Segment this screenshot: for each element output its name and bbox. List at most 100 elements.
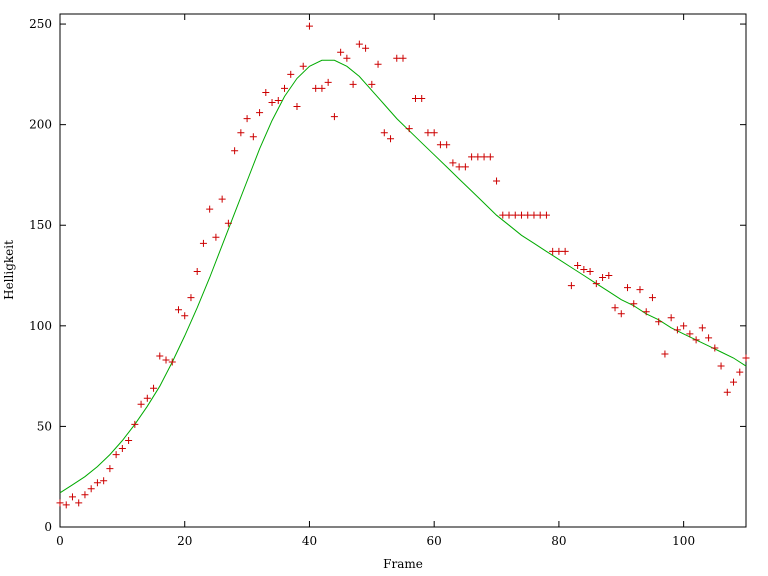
data-point — [561, 247, 569, 255]
data-point — [106, 465, 114, 473]
data-point — [262, 88, 270, 96]
data-point — [673, 326, 681, 334]
data-point — [680, 322, 688, 330]
data-point — [742, 354, 750, 362]
data-point — [580, 265, 588, 273]
data-point — [287, 70, 295, 78]
data-point — [87, 485, 95, 493]
y-tick-label: 250 — [29, 17, 52, 31]
data-point — [430, 129, 438, 137]
data-point — [380, 129, 388, 137]
data-point — [368, 80, 376, 88]
data-point — [418, 94, 426, 102]
data-point — [305, 22, 313, 30]
x-tick-label: 0 — [56, 534, 64, 548]
data-point — [81, 491, 89, 499]
y-tick-label: 200 — [29, 118, 52, 132]
data-point — [493, 177, 501, 185]
data-point — [617, 310, 625, 318]
data-point — [374, 60, 382, 68]
x-axis: 0 20 40 60 80 100 — [56, 14, 695, 548]
data-point — [605, 272, 613, 280]
data-point — [362, 44, 370, 52]
data-point — [686, 330, 694, 338]
data-point — [174, 306, 182, 314]
data-point — [405, 125, 413, 133]
fit-curve — [59, 59, 747, 494]
data-point — [143, 394, 151, 402]
data-point — [93, 479, 101, 487]
data-point — [68, 493, 76, 501]
data-point — [131, 420, 139, 428]
data-point — [486, 153, 494, 161]
data-point — [411, 94, 419, 102]
data-point — [268, 99, 276, 107]
data-point — [449, 159, 457, 167]
data-point — [648, 294, 656, 302]
data-point — [343, 54, 351, 62]
data-point — [281, 84, 289, 92]
data-point — [274, 97, 282, 105]
data-point — [611, 304, 619, 312]
data-point — [193, 268, 201, 276]
data-point — [542, 211, 550, 219]
data-point — [293, 103, 301, 111]
data-point — [480, 153, 488, 161]
data-point — [655, 318, 663, 326]
data-point — [299, 62, 307, 70]
x-tick-label: 40 — [302, 534, 317, 548]
data-point — [730, 378, 738, 386]
data-point — [156, 352, 164, 360]
data-point — [100, 477, 108, 485]
data-point — [592, 280, 600, 288]
data-point — [330, 113, 338, 121]
data-point — [636, 286, 644, 294]
data-point — [206, 205, 214, 213]
data-point — [436, 141, 444, 149]
y-axis: 0 50 100 150 200 250 — [29, 17, 746, 534]
data-point — [461, 163, 469, 171]
data-points — [56, 22, 750, 509]
data-point — [212, 233, 220, 241]
data-point — [168, 358, 176, 366]
data-point — [337, 48, 345, 56]
data-point — [736, 368, 744, 376]
data-point — [312, 84, 320, 92]
data-point — [555, 247, 563, 255]
data-point — [474, 153, 482, 161]
y-tick-label: 100 — [29, 319, 52, 333]
data-point — [723, 388, 731, 396]
data-point — [705, 334, 713, 342]
y-tick-label: 50 — [37, 419, 52, 433]
data-point — [511, 211, 519, 219]
data-point — [468, 153, 476, 161]
data-point — [455, 163, 463, 171]
y-tick-label: 0 — [44, 520, 52, 534]
data-point — [125, 436, 133, 444]
data-point — [231, 147, 239, 155]
data-point — [75, 499, 83, 507]
data-point — [181, 312, 189, 320]
data-point — [505, 211, 513, 219]
data-point — [137, 400, 145, 408]
data-point — [717, 362, 725, 370]
data-point — [199, 239, 207, 247]
data-point — [586, 268, 594, 276]
data-point — [243, 115, 251, 123]
x-tick-label: 80 — [551, 534, 566, 548]
x-tick-label: 100 — [672, 534, 695, 548]
data-point — [62, 501, 70, 509]
y-tick-label: 150 — [29, 218, 52, 232]
data-point — [224, 219, 232, 227]
data-point — [499, 211, 507, 219]
data-point — [112, 451, 120, 459]
data-point — [56, 499, 64, 507]
data-point — [349, 80, 357, 88]
data-point — [624, 284, 632, 292]
data-point — [118, 445, 126, 453]
data-point — [162, 356, 170, 364]
data-point — [530, 211, 538, 219]
data-point — [711, 344, 719, 352]
data-point — [599, 274, 607, 282]
